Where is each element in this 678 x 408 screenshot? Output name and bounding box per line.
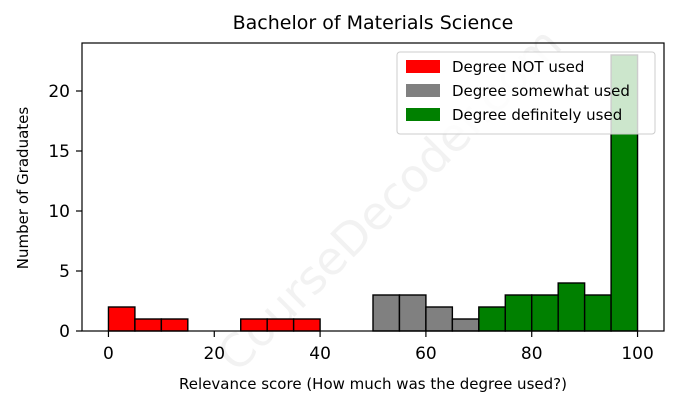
histogram-bar <box>583 294 612 332</box>
histogram-bar <box>134 318 163 332</box>
histogram-bar <box>425 306 454 332</box>
histogram-bar <box>372 294 401 332</box>
histogram-bar <box>240 318 268 332</box>
y-tick-label: 20 <box>48 82 70 102</box>
histogram-bar <box>504 294 533 332</box>
plot-frame <box>81 42 665 332</box>
legend-box <box>396 51 656 135</box>
legend-swatch <box>406 108 440 121</box>
histogram-bar <box>160 318 189 332</box>
legend-label: Degree somewhat used <box>452 82 630 100</box>
legend-swatch <box>406 60 440 73</box>
histogram-bar <box>478 306 506 332</box>
legend-label: Degree definitely used <box>452 106 622 124</box>
histogram-bar <box>292 318 321 332</box>
histogram-bar <box>531 294 559 332</box>
legend-label: Degree NOT used <box>452 58 584 76</box>
x-tick-label: 80 <box>521 344 543 364</box>
y-tick-label: 10 <box>48 202 70 222</box>
x-tick-label: 0 <box>103 344 114 364</box>
y-tick-label: 5 <box>59 262 70 282</box>
x-tick-label: 40 <box>309 344 331 364</box>
x-tick-label: 60 <box>415 344 437 364</box>
histogram-bar <box>557 282 586 332</box>
histogram-bar <box>107 306 136 332</box>
x-tick-label: 20 <box>203 344 225 364</box>
histogram-bar <box>398 294 427 332</box>
x-axis-label: Relevance score (How much was the degree… <box>179 375 567 393</box>
y-axis-label: Number of Graduates <box>14 107 32 270</box>
x-tick-label: 100 <box>621 344 653 364</box>
legend-swatch <box>406 84 440 97</box>
histogram-bar <box>266 318 295 332</box>
histogram-bar <box>451 318 480 332</box>
y-tick-label: 15 <box>48 142 70 162</box>
y-tick-label: 0 <box>59 322 70 342</box>
chart-title: Bachelor of Materials Science <box>233 12 514 34</box>
